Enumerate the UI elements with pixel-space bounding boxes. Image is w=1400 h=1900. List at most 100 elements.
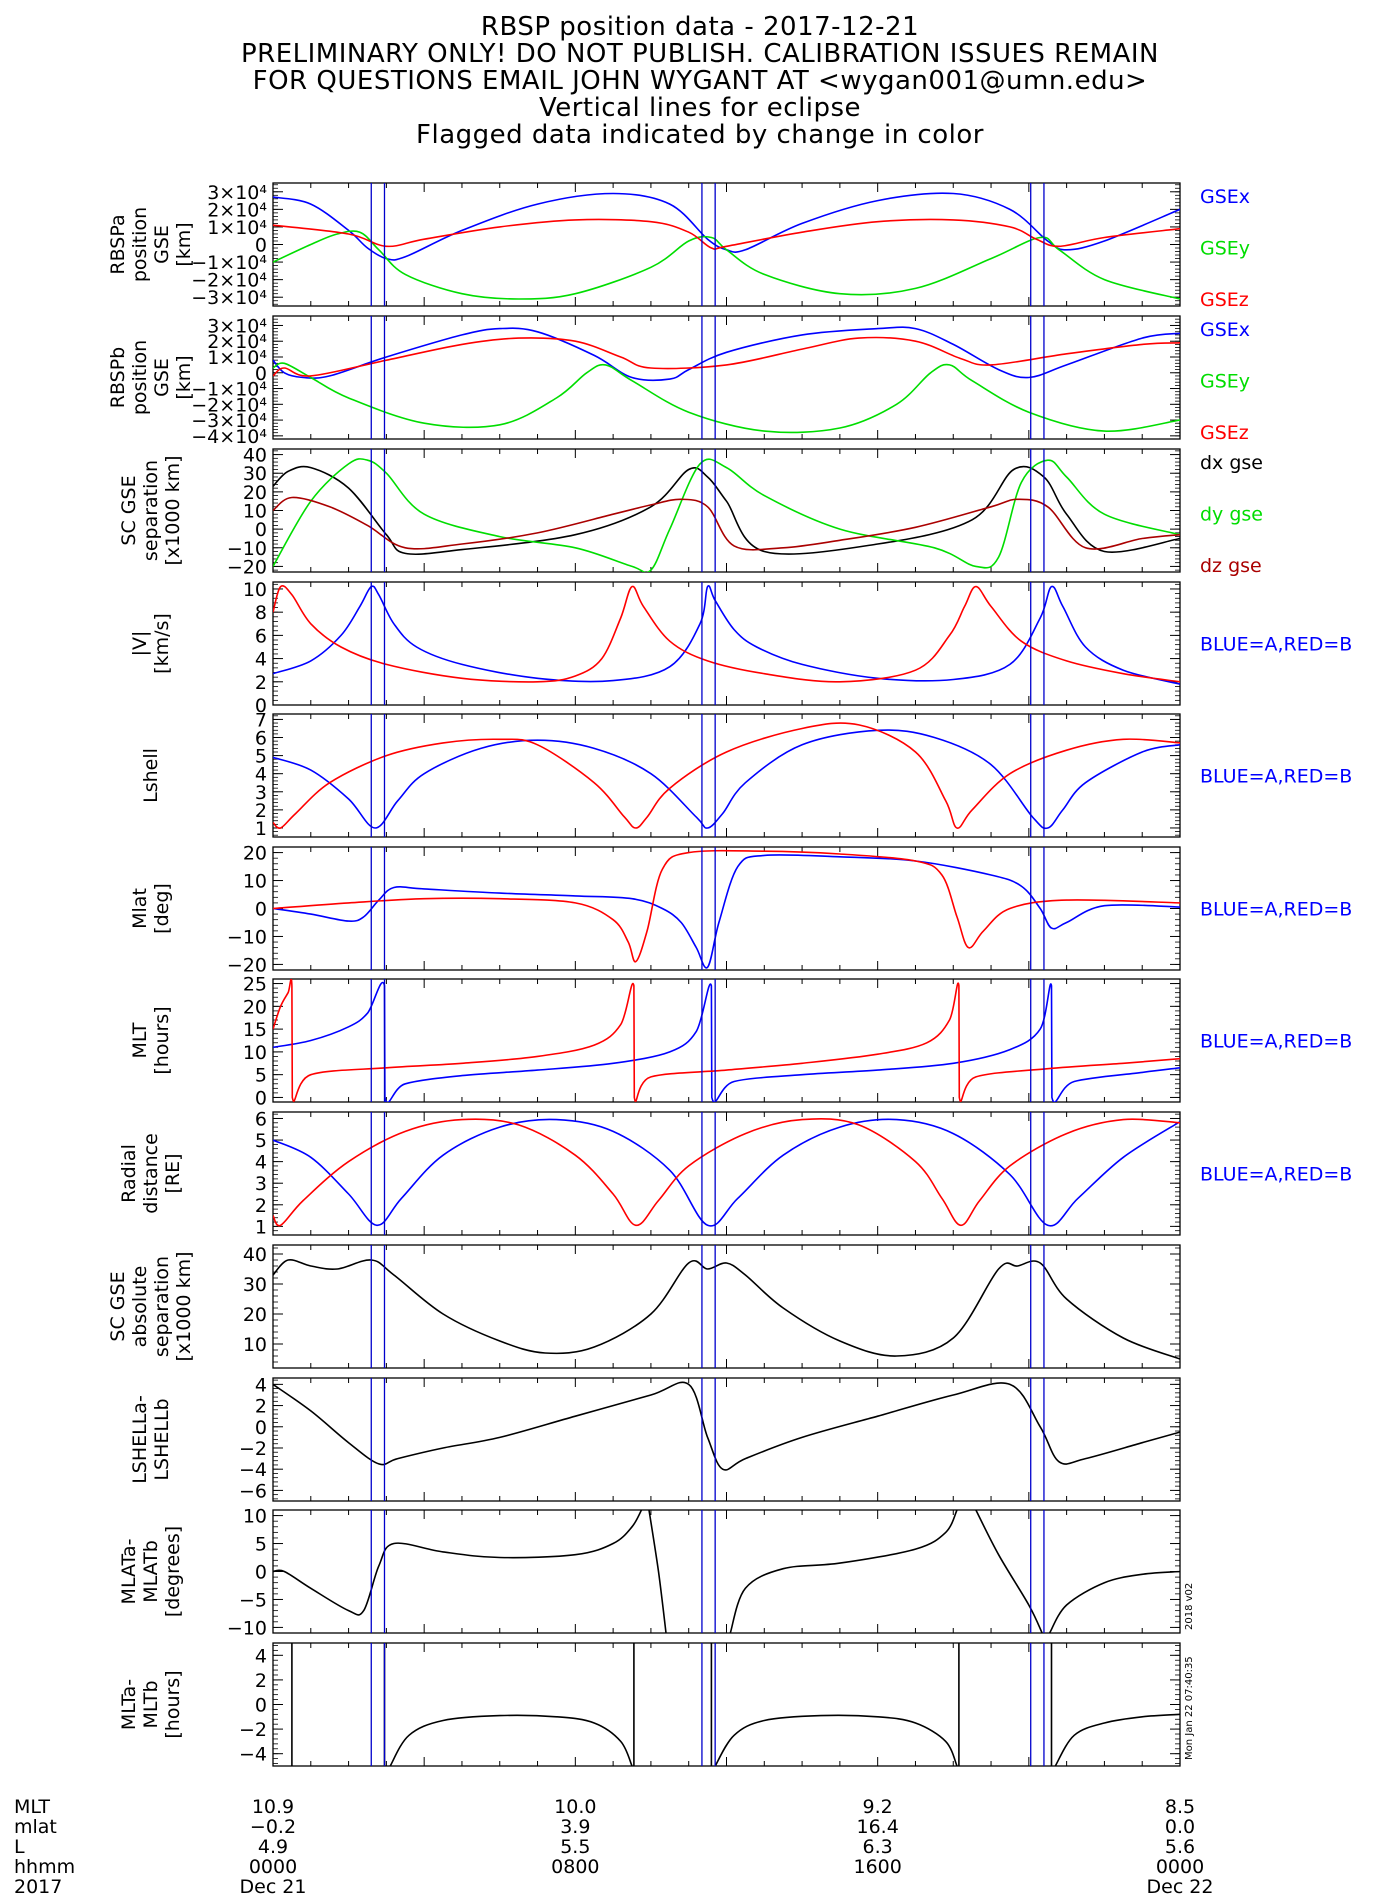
radial-ytick-label: 6 bbox=[255, 1108, 267, 1130]
bottom-row-label: mlat bbox=[14, 1816, 57, 1838]
sc-gse-sep-ylabel: SC GSE separation [x1000 km] bbox=[118, 456, 184, 566]
velocity-ytick-label: 8 bbox=[255, 602, 267, 624]
mlt-diff-ytick-label: 2 bbox=[255, 1670, 267, 1692]
rbspb-gse-legend-gsey: GSEy bbox=[1200, 371, 1250, 393]
mlat-diff-ytick-label: −5 bbox=[239, 1589, 267, 1611]
mlat-legend-bluearedb: BLUE=A,RED=B bbox=[1200, 899, 1352, 921]
lshell-ytick-label: 3 bbox=[255, 782, 267, 804]
bottom-axis-value: 16.4 bbox=[857, 1816, 899, 1838]
lshell-legend-bluearedb: BLUE=A,RED=B bbox=[1200, 766, 1352, 788]
mlt-diff-ylabel-line: [hours] bbox=[162, 1670, 184, 1738]
velocity-ytick-label: 2 bbox=[255, 672, 267, 694]
mlt-diff-ylabel: MLTa- MLTb [hours] bbox=[118, 1670, 184, 1738]
sc-abs-sep-ytick-label: 10 bbox=[243, 1334, 267, 1356]
rbspa-gse-ytick-label: 0 bbox=[255, 235, 267, 257]
mlat-diff-series-dMLAT-2 bbox=[648, 1510, 667, 1633]
lshell-diff-ytick-label: 4 bbox=[255, 1374, 267, 1396]
sc-abs-sep-ylabel-line: separation bbox=[151, 1256, 173, 1357]
lshell-ytick-label: 5 bbox=[255, 746, 267, 768]
rbspb-gse-ytick-label: 1×10⁴ bbox=[207, 347, 267, 369]
lshell-series-B bbox=[273, 722, 1180, 830]
lshell-diff-ytick-label: 2 bbox=[255, 1396, 267, 1418]
bottom-axis-value: 0000 bbox=[1156, 1856, 1204, 1878]
mlat-ytick-label: −10 bbox=[227, 926, 267, 948]
lshell-diff-ylabel-line: LSHELLb bbox=[151, 1398, 173, 1480]
sc-abs-sep-ylabel-line: absolute bbox=[129, 1266, 151, 1348]
rbspa-gse-ylabel-line: [km] bbox=[173, 222, 195, 266]
bottom-axis-value: 5.5 bbox=[560, 1836, 590, 1858]
sc-abs-sep-ytick-label: 40 bbox=[243, 1244, 267, 1266]
mlat-diff-series-dMLAT-4 bbox=[975, 1510, 1043, 1633]
radial-ytick-label: 5 bbox=[255, 1130, 267, 1152]
radial-ytick-label: 3 bbox=[255, 1173, 267, 1195]
timestamp-stamp: Mon Jan 22 07:40:35 bbox=[1184, 1656, 1195, 1760]
bottom-axis-value: 0800 bbox=[551, 1856, 599, 1878]
bottom-axis-value: 6.3 bbox=[863, 1836, 893, 1858]
mlat-ylabel: Mlat [deg] bbox=[129, 883, 173, 934]
bottom-axis-value: 5.6 bbox=[1165, 1836, 1195, 1858]
velocity-series-B bbox=[273, 584, 1180, 683]
lshell-ytick-label: 6 bbox=[255, 728, 267, 750]
lshell-diff-ytick-label: −2 bbox=[239, 1438, 267, 1460]
mlat-ytick-label: 0 bbox=[255, 899, 267, 921]
mlt-series-B bbox=[273, 979, 1180, 1102]
mlt-diff-ytick-label: −2 bbox=[239, 1719, 267, 1741]
bottom-row-label: 2017 bbox=[14, 1876, 62, 1898]
velocity-series-A bbox=[273, 585, 1180, 685]
sc-gse-sep-ytick-label: 20 bbox=[243, 482, 267, 504]
sc-gse-sep-ytick-label: −10 bbox=[227, 538, 267, 560]
sc-abs-sep-ylabel: SC GSE absolute separation [x1000 km] bbox=[107, 1252, 195, 1362]
mlt-diff-series-dMLT-1 bbox=[389, 1714, 633, 1766]
mlt-ylabel: MLT [hours] bbox=[129, 1006, 173, 1074]
mlat-series-B bbox=[273, 849, 1180, 963]
radial-ytick-label: 1 bbox=[255, 1216, 267, 1238]
version-stamp: 2018 v02 bbox=[1184, 1583, 1195, 1630]
rbspb-gse-ytick-label: 0 bbox=[255, 363, 267, 385]
sc-gse-sep-ytick-label: −20 bbox=[227, 556, 267, 578]
rbspb-gse-series-GSEy bbox=[273, 362, 1180, 434]
sc-gse-sep-ylabel-line: SC GSE bbox=[118, 475, 140, 545]
mlat-diff-ytick-label: 0 bbox=[255, 1562, 267, 1584]
rbspb-gse-legend-gsex: GSEx bbox=[1200, 319, 1250, 341]
rbspa-gse-legend-gsez: GSEz bbox=[1200, 289, 1249, 311]
velocity-ylabel-line: |V| bbox=[129, 631, 151, 657]
mlat-diff-ylabel: MLATa- MLATb [degrees] bbox=[118, 1526, 184, 1617]
rbspa-gse-ytick-label: 3×10⁴ bbox=[207, 182, 267, 204]
bottom-axis-value: Dec 21 bbox=[240, 1876, 307, 1898]
sc-gse-sep-ylabel-line: separation bbox=[140, 460, 162, 561]
rbspa-gse-ylabel-line: RBSPa bbox=[107, 214, 129, 274]
rbspb-gse-ylabel: RBSPb position GSE [km] bbox=[107, 340, 195, 415]
rbspa-gse-ylabel-line: position bbox=[129, 207, 151, 282]
mlat-ylabel-line: [deg] bbox=[151, 883, 173, 934]
rbspa-gse-ylabel-line: GSE bbox=[151, 225, 173, 264]
bottom-axis-value: 4.9 bbox=[258, 1836, 288, 1858]
mlt-diff-ylabel-line: MLTa- bbox=[118, 1679, 140, 1730]
sc-gse-sep-legend-dzgse: dz gse bbox=[1200, 555, 1262, 577]
lshell-diff-ytick-label: 0 bbox=[255, 1417, 267, 1439]
mlat-diff-ylabel-line: [degrees] bbox=[162, 1526, 184, 1617]
lshell-diff-ylabel-line: LSHELLa- bbox=[129, 1395, 151, 1484]
bottom-axis-value: 0000 bbox=[249, 1856, 297, 1878]
rbspb-gse-series-GSEz bbox=[273, 336, 1180, 377]
bottom-axis-value: 1600 bbox=[853, 1856, 901, 1878]
sc-gse-sep-ylabel-line: [x1000 km] bbox=[162, 456, 184, 566]
mlt-ytick-label: 25 bbox=[243, 974, 267, 996]
rbspb-gse-ytick-label: 3×10⁴ bbox=[207, 315, 267, 337]
sc-gse-sep-ytick-label: 40 bbox=[243, 445, 267, 467]
rbspa-gse-ytick-label: −2×10⁴ bbox=[191, 270, 267, 292]
mlt-diff-series-dMLT-3 bbox=[1054, 1713, 1180, 1766]
bottom-axis-value: 3.9 bbox=[560, 1816, 590, 1838]
rbspb-gse-ytick-label: −1×10⁴ bbox=[191, 379, 267, 401]
velocity-ylabel: |V| [km/s] bbox=[129, 613, 173, 674]
rbspb-gse-ytick-label: 2×10⁴ bbox=[207, 331, 267, 353]
velocity-legend-bluearedb: BLUE=A,RED=B bbox=[1200, 634, 1352, 656]
mlt-diff-ytick-label: −4 bbox=[239, 1744, 267, 1766]
radial-legend-bluearedb: BLUE=A,RED=B bbox=[1200, 1164, 1352, 1186]
sc-abs-sep-ylabel-line: [x1000 km] bbox=[173, 1252, 195, 1362]
mlt-ytick-label: 15 bbox=[243, 1019, 267, 1041]
bottom-axis-value: 10.9 bbox=[252, 1796, 294, 1818]
mlt-diff-series-dMLT-2 bbox=[714, 1714, 958, 1766]
flag-note: Flagged data indicated by change in colo… bbox=[416, 120, 984, 150]
rbspa-gse-ytick-label: 1×10⁴ bbox=[207, 217, 267, 239]
